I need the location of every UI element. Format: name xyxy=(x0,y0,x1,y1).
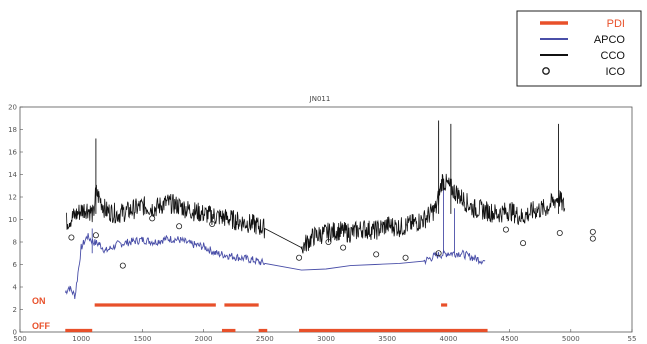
ico-point xyxy=(435,250,442,257)
legend-entry-cco: CCO xyxy=(540,50,625,62)
x-tick-label: 3500 xyxy=(378,335,396,343)
y-tick-label: 18 xyxy=(8,126,17,134)
ico-point xyxy=(589,228,596,235)
legend-label: CCO xyxy=(601,50,626,62)
ico-point xyxy=(556,229,563,236)
series-apco-line xyxy=(64,233,486,300)
ico-point xyxy=(296,254,303,261)
x-tick-label: 2000 xyxy=(195,335,213,343)
y-tick-label: 8 xyxy=(13,239,17,247)
x-tick-label: 1500 xyxy=(133,335,151,343)
x-tick-label: 1000 xyxy=(72,335,90,343)
y-tick-label: 0 xyxy=(13,329,17,337)
x-tick-label: 5000 xyxy=(562,335,580,343)
legend-entry-pdi: PDI xyxy=(540,18,625,30)
ico-point xyxy=(373,251,380,258)
y-tick-label: 12 xyxy=(8,194,17,202)
ico-point xyxy=(176,223,183,230)
legend-box xyxy=(516,10,642,87)
ico-point xyxy=(119,262,126,269)
ico-point xyxy=(149,215,156,222)
ico-point xyxy=(325,238,332,245)
legend-swatch xyxy=(542,67,550,75)
axes: 500 1000 1500 2000 2500 3000 3500 4000 4500 5000 5… xyxy=(8,104,636,344)
ico-point xyxy=(589,235,596,242)
ico-point xyxy=(68,234,75,241)
ico-point xyxy=(92,232,99,239)
plot-content xyxy=(64,120,596,333)
x-tick-label: 3000 xyxy=(317,335,335,343)
x-tick-label: 55 xyxy=(628,335,637,343)
x-tick-label: 4500 xyxy=(501,335,519,343)
y-tick-label: 10 xyxy=(8,216,17,224)
legend: PDI APCO CCO ICO xyxy=(516,10,642,87)
y-tick-label: 4 xyxy=(13,284,18,292)
y-tick-label: 20 xyxy=(8,104,17,112)
chart-title: JN011 xyxy=(309,95,331,103)
y-tick-label: 16 xyxy=(8,149,17,157)
ico-point xyxy=(209,220,216,227)
ico-point xyxy=(502,226,509,233)
off-state-label: OFF xyxy=(32,321,50,331)
legend-entry-ico: ICO xyxy=(542,66,625,78)
plot-area xyxy=(19,106,633,333)
ico-point xyxy=(402,254,409,261)
legend-label: PDI xyxy=(607,18,625,30)
ico-point xyxy=(520,240,527,247)
y-tick-label: 14 xyxy=(8,171,17,179)
x-tick-label: 2500 xyxy=(256,335,274,343)
y-tick-label: 6 xyxy=(13,261,18,269)
series-cco-line xyxy=(66,173,566,254)
y-tick-label: 2 xyxy=(13,306,17,314)
legend-label: ICO xyxy=(605,66,625,78)
x-tick-label: 4000 xyxy=(439,335,457,343)
x-tick-label: 500 xyxy=(13,335,26,343)
ico-point xyxy=(340,244,347,251)
legend-label: APCO xyxy=(594,34,626,46)
on-state-label: ON xyxy=(32,296,46,306)
legend-entry-apco: APCO xyxy=(540,34,625,46)
